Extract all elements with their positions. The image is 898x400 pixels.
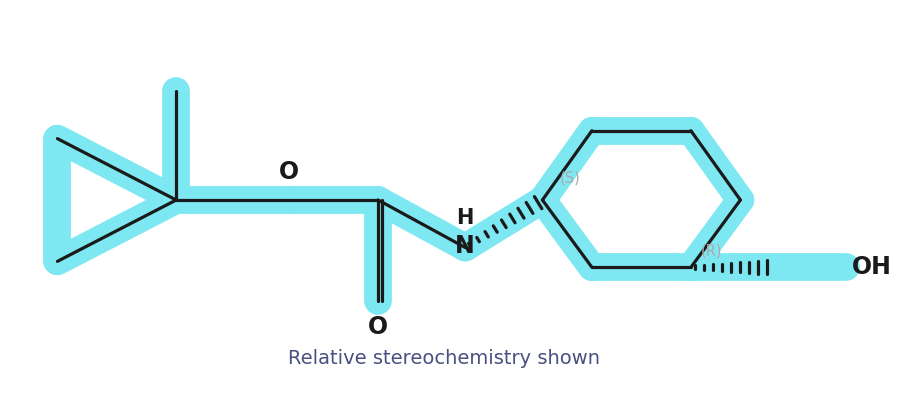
Text: Relative stereochemistry shown: Relative stereochemistry shown bbox=[288, 349, 601, 368]
Text: H: H bbox=[456, 208, 474, 228]
Text: (S): (S) bbox=[560, 171, 581, 186]
Text: OH: OH bbox=[852, 255, 892, 279]
Text: N: N bbox=[455, 234, 475, 258]
Text: (R): (R) bbox=[700, 244, 722, 259]
Text: O: O bbox=[368, 315, 388, 339]
Text: O: O bbox=[279, 160, 299, 184]
